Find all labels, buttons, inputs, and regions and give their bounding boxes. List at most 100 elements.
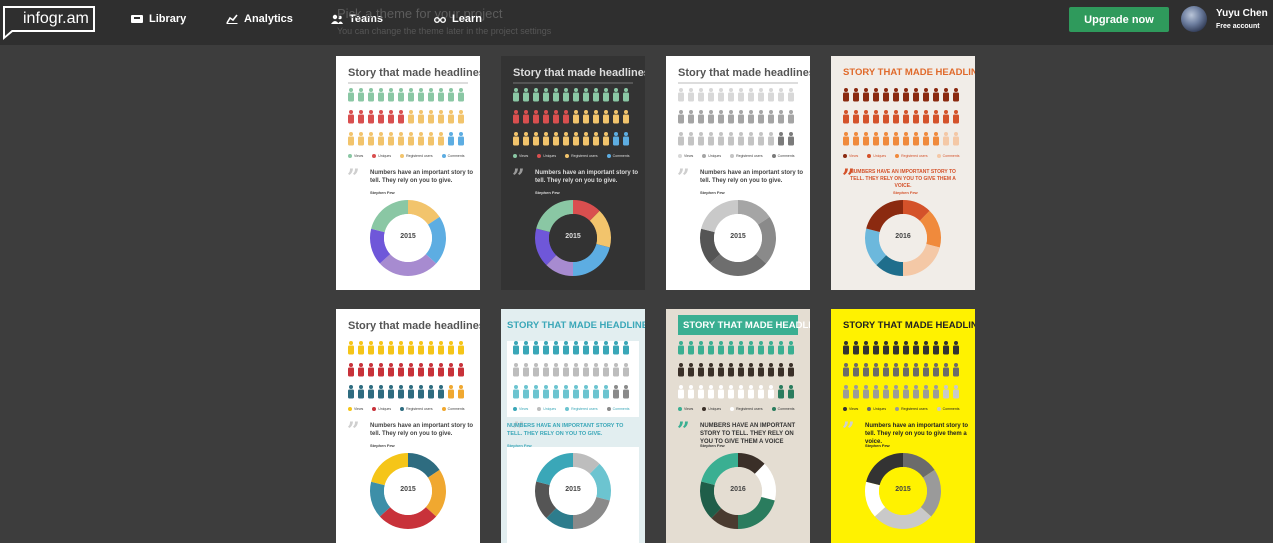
quote-author: Stephen Few bbox=[507, 443, 532, 448]
nav-library[interactable]: Library bbox=[131, 11, 186, 27]
person-icon bbox=[768, 110, 774, 124]
person-icon bbox=[688, 341, 694, 355]
person-icon bbox=[593, 110, 599, 124]
donut-center-label: 2015 bbox=[730, 233, 746, 240]
person-icon bbox=[378, 385, 384, 399]
person-icon bbox=[533, 132, 539, 146]
nav-analytics[interactable]: Analytics bbox=[226, 11, 293, 27]
title-band bbox=[678, 315, 798, 335]
person-icon bbox=[408, 341, 414, 355]
nav-learn[interactable]: Learn bbox=[434, 11, 482, 27]
person-icon bbox=[368, 341, 374, 355]
person-icon bbox=[893, 132, 899, 146]
person-icon bbox=[583, 341, 589, 355]
donut-chart bbox=[700, 200, 776, 276]
person-icon bbox=[563, 88, 569, 102]
person-icon bbox=[438, 341, 444, 355]
donut-chart bbox=[865, 200, 941, 276]
person-icon bbox=[863, 132, 869, 146]
person-icon bbox=[523, 363, 529, 377]
analytics-icon bbox=[226, 14, 238, 24]
person-icon bbox=[418, 132, 424, 146]
infogram-logo[interactable]: infogr.am bbox=[3, 6, 95, 40]
person-icon bbox=[923, 110, 929, 124]
legend-item: Views bbox=[348, 407, 363, 411]
learn-icon bbox=[434, 17, 446, 23]
person-icon bbox=[418, 385, 424, 399]
person-icon bbox=[758, 341, 764, 355]
donut-segment bbox=[589, 463, 611, 501]
person-icon bbox=[678, 385, 684, 399]
theme-card[interactable]: Story that made headlines Views Uniques Reg… bbox=[336, 56, 480, 290]
people-pictogram bbox=[678, 88, 794, 146]
theme-legend: Views Uniques Registered users Comments bbox=[678, 407, 795, 411]
person-icon bbox=[718, 341, 724, 355]
quote-icon: ” bbox=[842, 418, 855, 444]
person-icon bbox=[603, 132, 609, 146]
theme-preview-graphic bbox=[843, 88, 959, 276]
theme-card[interactable]: STORY THAT MADE HEADLINES Views Uniques Reg… bbox=[831, 309, 975, 543]
person-icon bbox=[698, 385, 704, 399]
quote-author: Stephen Few bbox=[535, 190, 560, 195]
people-pictogram bbox=[843, 341, 959, 399]
person-icon bbox=[573, 385, 579, 399]
person-icon bbox=[388, 363, 394, 377]
theme-card[interactable]: Story that made headlines Views Uniques Reg… bbox=[666, 56, 810, 290]
person-icon bbox=[718, 88, 724, 102]
avatar[interactable] bbox=[1181, 6, 1207, 32]
donut-center-label: 2016 bbox=[730, 486, 746, 493]
person-icon bbox=[573, 132, 579, 146]
theme-quote: NUMBERS HAVE AN IMPORTANT STORY TO TELL.… bbox=[700, 423, 796, 445]
person-icon bbox=[593, 385, 599, 399]
person-icon bbox=[843, 110, 849, 124]
person-icon bbox=[903, 132, 909, 146]
theme-card[interactable]: Story that made headlines Views Uniques Reg… bbox=[336, 309, 480, 543]
user-name[interactable]: Yuyu Chen bbox=[1216, 8, 1268, 19]
donut-segment bbox=[535, 481, 557, 519]
person-icon bbox=[708, 110, 714, 124]
person-icon bbox=[358, 110, 364, 124]
person-icon bbox=[758, 385, 764, 399]
person-icon bbox=[623, 132, 629, 146]
person-icon bbox=[533, 88, 539, 102]
person-icon bbox=[883, 110, 889, 124]
nav-teams-label: Teams bbox=[349, 13, 384, 25]
person-icon bbox=[438, 88, 444, 102]
person-icon bbox=[543, 363, 549, 377]
person-icon bbox=[843, 385, 849, 399]
donut-segment bbox=[573, 496, 610, 529]
person-icon bbox=[448, 88, 454, 102]
person-icon bbox=[943, 385, 949, 399]
person-icon bbox=[358, 132, 364, 146]
people-pictogram bbox=[513, 341, 629, 399]
legend-item: Registered users bbox=[895, 154, 928, 158]
top-bar: infogr.am Library Analytics Teams Pick a… bbox=[0, 0, 1273, 45]
theme-card[interactable]: STORY THAT MADE HEADLINES Views Uniques Reg… bbox=[831, 56, 975, 290]
person-icon bbox=[873, 341, 879, 355]
person-icon bbox=[728, 363, 734, 377]
theme-card[interactable]: STORY THAT MADE HEADLINES Views Uniques Reg… bbox=[666, 309, 810, 543]
legend-item: Comments bbox=[441, 154, 465, 158]
person-icon bbox=[348, 341, 354, 355]
theme-card[interactable]: Story that made headlines Views Uniques Reg… bbox=[501, 56, 645, 290]
person-icon bbox=[613, 110, 619, 124]
person-icon bbox=[543, 110, 549, 124]
person-icon bbox=[543, 341, 549, 355]
upgrade-button[interactable]: Upgrade now bbox=[1069, 7, 1169, 32]
person-icon bbox=[943, 132, 949, 146]
theme-title: Story that made headlines bbox=[348, 320, 480, 332]
legend-item: Views bbox=[678, 407, 693, 411]
person-icon bbox=[368, 88, 374, 102]
nav-teams[interactable]: Teams bbox=[331, 11, 383, 27]
legend-item: Comments bbox=[606, 154, 630, 158]
person-icon bbox=[448, 110, 454, 124]
person-icon bbox=[953, 341, 959, 355]
quote-author: Stephen Few bbox=[865, 443, 890, 448]
legend-item: Views bbox=[843, 407, 858, 411]
person-icon bbox=[768, 363, 774, 377]
theme-card[interactable]: STORY THAT MADE HEADLINES Views Uniques Reg… bbox=[501, 309, 645, 543]
donut-center-label: 2015 bbox=[565, 486, 581, 493]
theme-legend: Views Uniques Registered users Comments bbox=[678, 154, 795, 158]
person-icon bbox=[348, 132, 354, 146]
legend-item: Registered users bbox=[730, 407, 763, 411]
